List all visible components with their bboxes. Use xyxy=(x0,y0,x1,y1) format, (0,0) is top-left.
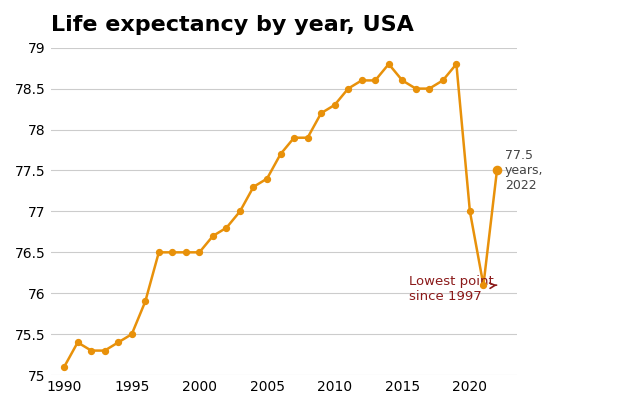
Point xyxy=(478,282,488,288)
Point xyxy=(275,151,285,157)
Point xyxy=(437,77,448,84)
Point xyxy=(249,184,259,190)
Point xyxy=(424,85,434,92)
Point xyxy=(465,208,475,215)
Point xyxy=(492,167,502,174)
Point xyxy=(127,331,137,337)
Point xyxy=(262,175,272,182)
Text: Lowest point
since 1997: Lowest point since 1997 xyxy=(409,275,496,303)
Point xyxy=(411,85,421,92)
Point xyxy=(397,77,407,84)
Point xyxy=(221,225,231,231)
Point xyxy=(384,61,394,67)
Point xyxy=(208,233,218,239)
Point xyxy=(370,77,380,84)
Point xyxy=(181,249,191,256)
Point xyxy=(289,135,299,141)
Point xyxy=(59,364,69,370)
Point xyxy=(343,85,353,92)
Point xyxy=(492,167,502,174)
Point xyxy=(167,249,178,256)
Point xyxy=(194,249,204,256)
Point xyxy=(153,249,164,256)
Point xyxy=(235,208,245,215)
Point xyxy=(72,339,82,346)
Text: Life expectancy by year, USA: Life expectancy by year, USA xyxy=(51,15,413,35)
Point xyxy=(302,135,313,141)
Point xyxy=(451,61,462,67)
Point xyxy=(140,298,150,305)
Point xyxy=(100,347,110,354)
Point xyxy=(330,102,340,108)
Point xyxy=(356,77,366,84)
Point xyxy=(113,339,123,346)
Text: 77.5
years,
2022: 77.5 years, 2022 xyxy=(505,149,543,192)
Point xyxy=(316,110,326,117)
Point xyxy=(86,347,96,354)
